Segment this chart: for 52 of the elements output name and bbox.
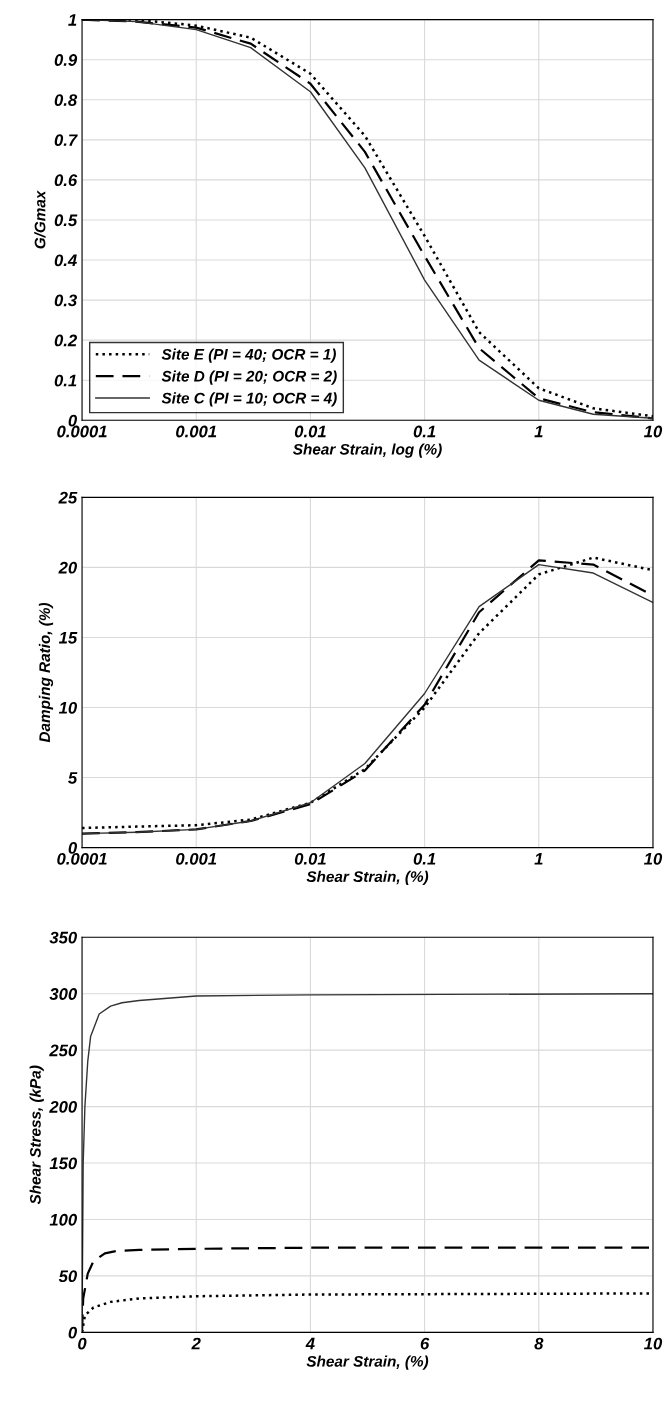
- y-tick-label: 0.6: [54, 174, 78, 187]
- y-tick-label: 0.8: [54, 94, 78, 106]
- legend-label: Site C (PI = 10; OCR = 4): [161, 392, 337, 407]
- x-tick-label: 0.0001: [57, 425, 107, 438]
- y-axis-title: Shear Stress, (kPa): [29, 1065, 44, 1205]
- x-tick-label: 0: [78, 1337, 87, 1350]
- x-tick-label: 10: [643, 852, 663, 865]
- y-tick-label: 150: [49, 1157, 78, 1170]
- y-tick-label: 0.3: [54, 294, 77, 307]
- x-axis-title: Shear Strain, log (%): [293, 443, 442, 458]
- x-axis-title: Shear Strain, (%): [306, 870, 429, 886]
- y-tick-label: 25: [58, 491, 78, 504]
- y-tick-label: 0: [68, 414, 78, 427]
- y-axis-title: G/Gmax: [34, 190, 46, 249]
- y-tick-label: 0.5: [54, 214, 78, 227]
- legend-label: Site E (PI = 40; OCR = 1): [161, 348, 336, 363]
- y-tick-label: 250: [49, 1044, 78, 1057]
- y-tick-label: 0.2: [54, 334, 78, 347]
- y-tick-label: 0: [68, 1326, 78, 1339]
- y-tick-label: 0: [68, 842, 78, 854]
- y-tick-label: 0.7: [54, 134, 78, 147]
- x-axis-title: Shear Strain, (%): [306, 1355, 429, 1370]
- legend-label: Site D (PI = 20; OCR = 2): [161, 370, 337, 385]
- y-tick-label: 300: [49, 988, 78, 1000]
- x-tick-label: 0.001: [176, 425, 217, 438]
- x-tick-label: 0.1: [413, 852, 436, 865]
- y-tick-label: 350: [49, 931, 78, 944]
- x-tick-label: 8: [534, 1337, 544, 1350]
- x-tick-label: 0.01: [294, 852, 326, 865]
- y-tick-label: 200: [49, 1100, 78, 1113]
- y-tick-label: 10: [58, 701, 78, 714]
- x-tick-label: 0.0001: [57, 852, 107, 865]
- x-tick-label: 10: [643, 1337, 663, 1350]
- x-tick-label: 1: [534, 425, 543, 438]
- x-tick-label: 0.01: [294, 425, 326, 438]
- y-tick-label: 5: [68, 772, 78, 784]
- y-axis-title: Damping Ratio, (%): [38, 602, 54, 743]
- x-tick-label: 2: [191, 1337, 201, 1350]
- y-tick-label: 0.1: [54, 374, 77, 387]
- y-tick-label: 1: [68, 14, 77, 26]
- x-tick-label: 0.001: [176, 852, 217, 865]
- y-tick-label: 15: [58, 632, 78, 644]
- x-tick-label: 6: [420, 1337, 430, 1350]
- y-tick-label: 0.9: [54, 54, 78, 66]
- x-tick-label: 0.1: [413, 425, 436, 438]
- y-tick-label: 100: [49, 1213, 78, 1226]
- x-tick-label: 1: [534, 853, 543, 865]
- y-tick-label: 0.4: [54, 254, 77, 267]
- x-tick-label: 10: [643, 425, 663, 438]
- y-tick-label: 50: [58, 1270, 78, 1283]
- x-tick-label: 4: [305, 1337, 315, 1350]
- y-tick-label: 20: [58, 561, 78, 574]
